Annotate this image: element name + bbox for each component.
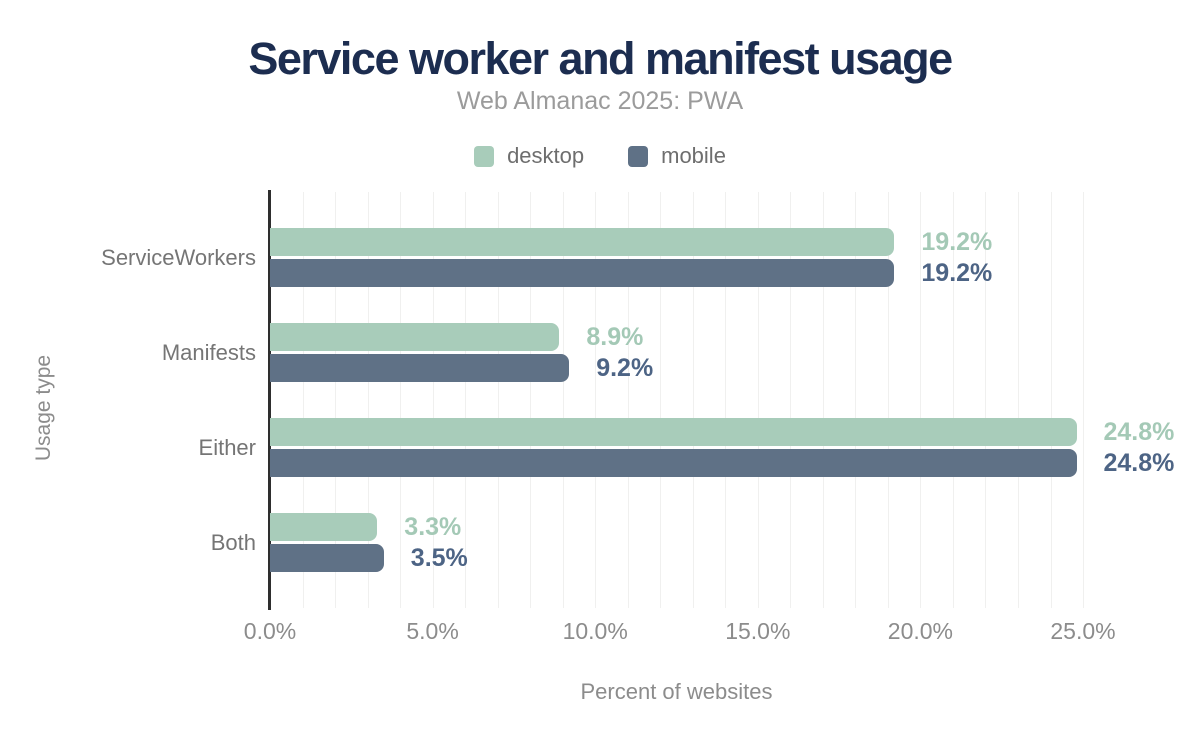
gridline	[627, 192, 629, 608]
bar-mobile-either	[270, 449, 1077, 477]
category-label: Either	[198, 434, 256, 460]
bar-value-label: 3.3%	[404, 513, 462, 541]
gridline	[1083, 192, 1084, 608]
y-category-labels: ServiceWorkers Manifests Either Both	[0, 0, 256, 742]
bar-value-label: 24.8%	[1103, 449, 1175, 477]
x-axis-ticks: 0.0% 5.0% 10.0% 15.0% 20.0% 25.0%	[0, 618, 1200, 648]
legend-swatch-icon	[628, 145, 649, 167]
legend-item-mobile: mobile	[628, 143, 726, 169]
x-tick-label: 15.0%	[725, 618, 791, 644]
bar-mobile-both	[270, 544, 384, 572]
legend-item-desktop: desktop	[474, 143, 584, 169]
plot-area: 19.2% 19.2% 8.9% 9.2% 24.8% 24.8% 3.3% 3.5%	[268, 190, 1174, 610]
gridline	[822, 192, 824, 608]
gridline	[790, 192, 792, 608]
legend-swatch-icon	[474, 145, 495, 167]
gridline	[400, 192, 402, 608]
gridline	[692, 192, 694, 608]
gridline	[660, 192, 662, 608]
bar-value-label: 9.2%	[596, 354, 654, 382]
bar-desktop-manifests	[270, 323, 560, 351]
gridline	[952, 192, 954, 608]
bar-desktop-either	[270, 418, 1077, 446]
gridline	[725, 192, 727, 608]
gridline	[562, 192, 564, 608]
gridline	[1050, 192, 1052, 608]
y-axis-line	[268, 190, 271, 610]
gridline	[335, 192, 336, 608]
x-tick-label: 5.0%	[406, 618, 459, 644]
bar-value-label: 3.5%	[410, 544, 468, 572]
bar-value-label: 24.8%	[1103, 418, 1175, 446]
legend: desktop mobile	[0, 143, 1200, 169]
bar-desktop-both	[270, 513, 378, 541]
chart-subtitle: Web Almanac 2025: PWA	[456, 87, 744, 115]
bar-value-label: 19.2%	[921, 259, 993, 287]
gridline	[1018, 192, 1019, 608]
gridline	[920, 192, 922, 608]
category-label: Manifests	[161, 339, 256, 365]
legend-label: mobile	[661, 143, 726, 168]
legend-label: desktop	[507, 143, 585, 168]
x-tick-label: 25.0%	[1050, 618, 1116, 644]
category-label: Both	[210, 529, 256, 555]
x-axis-title: Percent of websites	[580, 679, 773, 704]
gridline	[530, 192, 532, 608]
x-tick-label: 0.0%	[243, 618, 297, 644]
bar-mobile-manifests	[270, 354, 570, 382]
gridline	[302, 192, 304, 608]
x-tick-label: 20.0%	[887, 618, 953, 644]
bar-value-label: 19.2%	[921, 228, 993, 256]
bar-value-label: 8.9%	[586, 323, 644, 351]
gridline	[855, 192, 857, 608]
bar-mobile-serviceworkers	[270, 259, 895, 287]
gridline	[367, 192, 369, 608]
x-tick-label: 10.0%	[562, 618, 628, 644]
gridline	[465, 192, 467, 608]
gridline	[497, 192, 499, 608]
chart-title: Service worker and manifest usage	[248, 33, 953, 84]
gridline	[432, 192, 434, 608]
gridline	[985, 192, 987, 608]
bar-desktop-serviceworkers	[270, 228, 895, 256]
category-label: ServiceWorkers	[101, 244, 256, 270]
gridline	[887, 192, 889, 608]
gridline	[757, 192, 759, 608]
gridline	[595, 192, 597, 608]
y-axis-title: Usage type	[32, 354, 55, 462]
